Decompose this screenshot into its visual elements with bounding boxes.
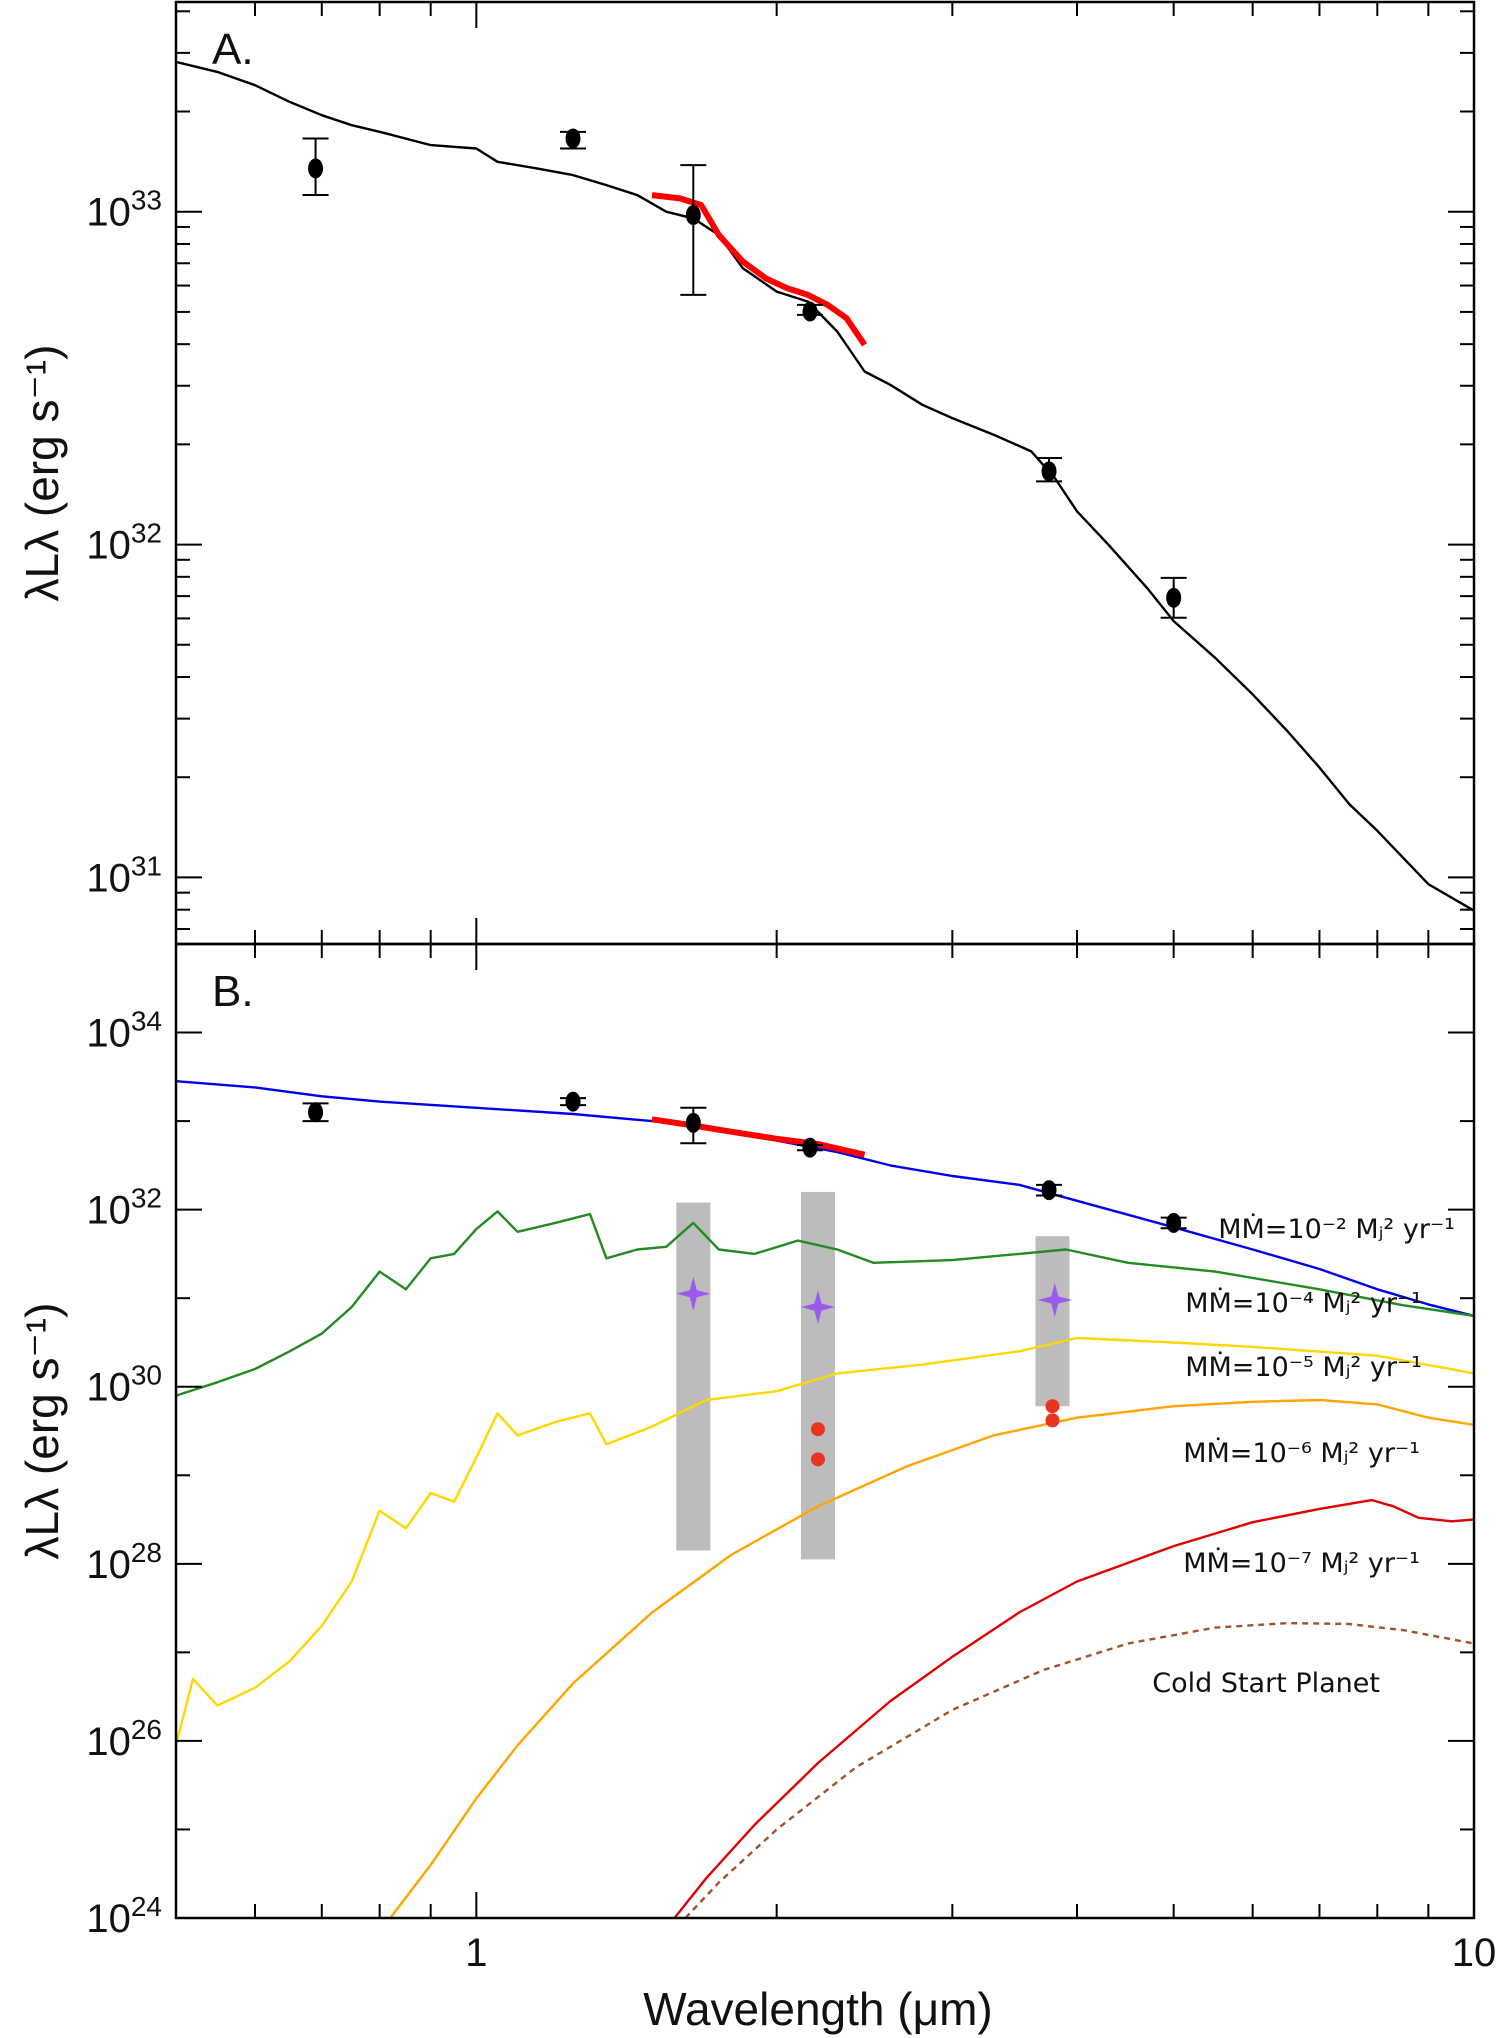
series-line-1 [176, 1210, 1474, 1397]
data-point-1 [565, 1091, 581, 1112]
y-tick-label-2: 1031 [86, 850, 162, 900]
panel-a: 1033 1032 1031 A. λLλ (erg s⁻¹) [16, 0, 1476, 946]
series-line-4 [673, 1498, 1474, 1918]
red-dot-3 [1045, 1413, 1060, 1428]
plot-frame [174, 0, 1476, 946]
data-point-4 [1041, 461, 1057, 482]
star-marker-0 [676, 1276, 711, 1311]
series-annotation-0: MṀ=10⁻² Mⱼ² yr⁻¹ [1218, 1213, 1455, 1245]
series-line-3 [389, 1398, 1474, 1918]
y-tick-label-1: 1032 [86, 518, 162, 568]
y-tick-label-0: 1033 [86, 185, 162, 235]
red-dot-0 [810, 1422, 825, 1437]
data-point-3 [802, 1137, 818, 1158]
y-tick-label-2: 1030 [86, 1360, 162, 1410]
x-tick-label-0: 1 [465, 1931, 487, 1975]
y-axis-title: λLλ (erg s⁻¹) [16, 345, 68, 602]
y-tick-label-0: 1034 [86, 1006, 162, 1056]
x-tick-label-1: 10 [1452, 1931, 1497, 1975]
panel-b: 1034 1032 1030 1028 1026 1024 1 10 B. λLλ (erg s⁻… [16, 942, 1497, 1975]
series-line-1 [651, 192, 868, 347]
series-line-5 [684, 1621, 1474, 1918]
y-tick-label-4: 1026 [86, 1714, 162, 1764]
plot-area-B. [176, 1080, 1474, 1918]
y-tick-label-3: 1028 [86, 1537, 162, 1587]
y-tick-label-1: 1032 [86, 1183, 162, 1233]
y-axis-title: λLλ (erg s⁻¹) [16, 1303, 68, 1560]
data-point-1 [565, 128, 581, 149]
series-annotation-5: Cold Start Planet [1152, 1668, 1380, 1699]
data-point-5 [1166, 1212, 1182, 1233]
red-dot-1 [810, 1452, 825, 1467]
plot-area-A. [176, 60, 1474, 912]
panel-label: A. [212, 25, 254, 74]
star-marker-2 [1037, 1283, 1072, 1317]
red-dot-2 [1045, 1399, 1060, 1414]
series-annotation-1: MṀ=10⁻⁴ Mⱼ² yr⁻¹ [1185, 1287, 1422, 1319]
series-annotation-2: MṀ=10⁻⁵ Mⱼ² yr⁻¹ [1185, 1351, 1422, 1383]
series-line-0 [176, 60, 1474, 912]
plot-frame [174, 942, 1476, 1920]
data-point-3 [802, 301, 818, 322]
data-point-2 [685, 1112, 701, 1133]
series-line-0 [176, 1080, 1474, 1318]
panel-label: B. [212, 967, 254, 1016]
y-tick-label-5: 1024 [86, 1891, 162, 1941]
star-marker-1 [801, 1290, 835, 1324]
series-line-6 [651, 1116, 866, 1158]
data-point-0 [308, 158, 324, 179]
series-annotation-4: MṀ=10⁻⁷ Mⱼ² yr⁻¹ [1183, 1547, 1420, 1579]
wavelength-band-0 [676, 1202, 711, 1551]
data-point-4 [1041, 1180, 1057, 1201]
x-axis-title: Wavelength (μm) [643, 1983, 992, 2035]
series-line-2 [176, 1336, 1474, 1746]
data-point-5 [1166, 587, 1182, 608]
data-point-2 [685, 205, 701, 226]
series-annotation-3: MṀ=10⁻⁶ Mⱼ² yr⁻¹ [1183, 1437, 1420, 1469]
data-point-0 [308, 1102, 324, 1123]
wavelength-band-2 [1035, 1236, 1070, 1407]
